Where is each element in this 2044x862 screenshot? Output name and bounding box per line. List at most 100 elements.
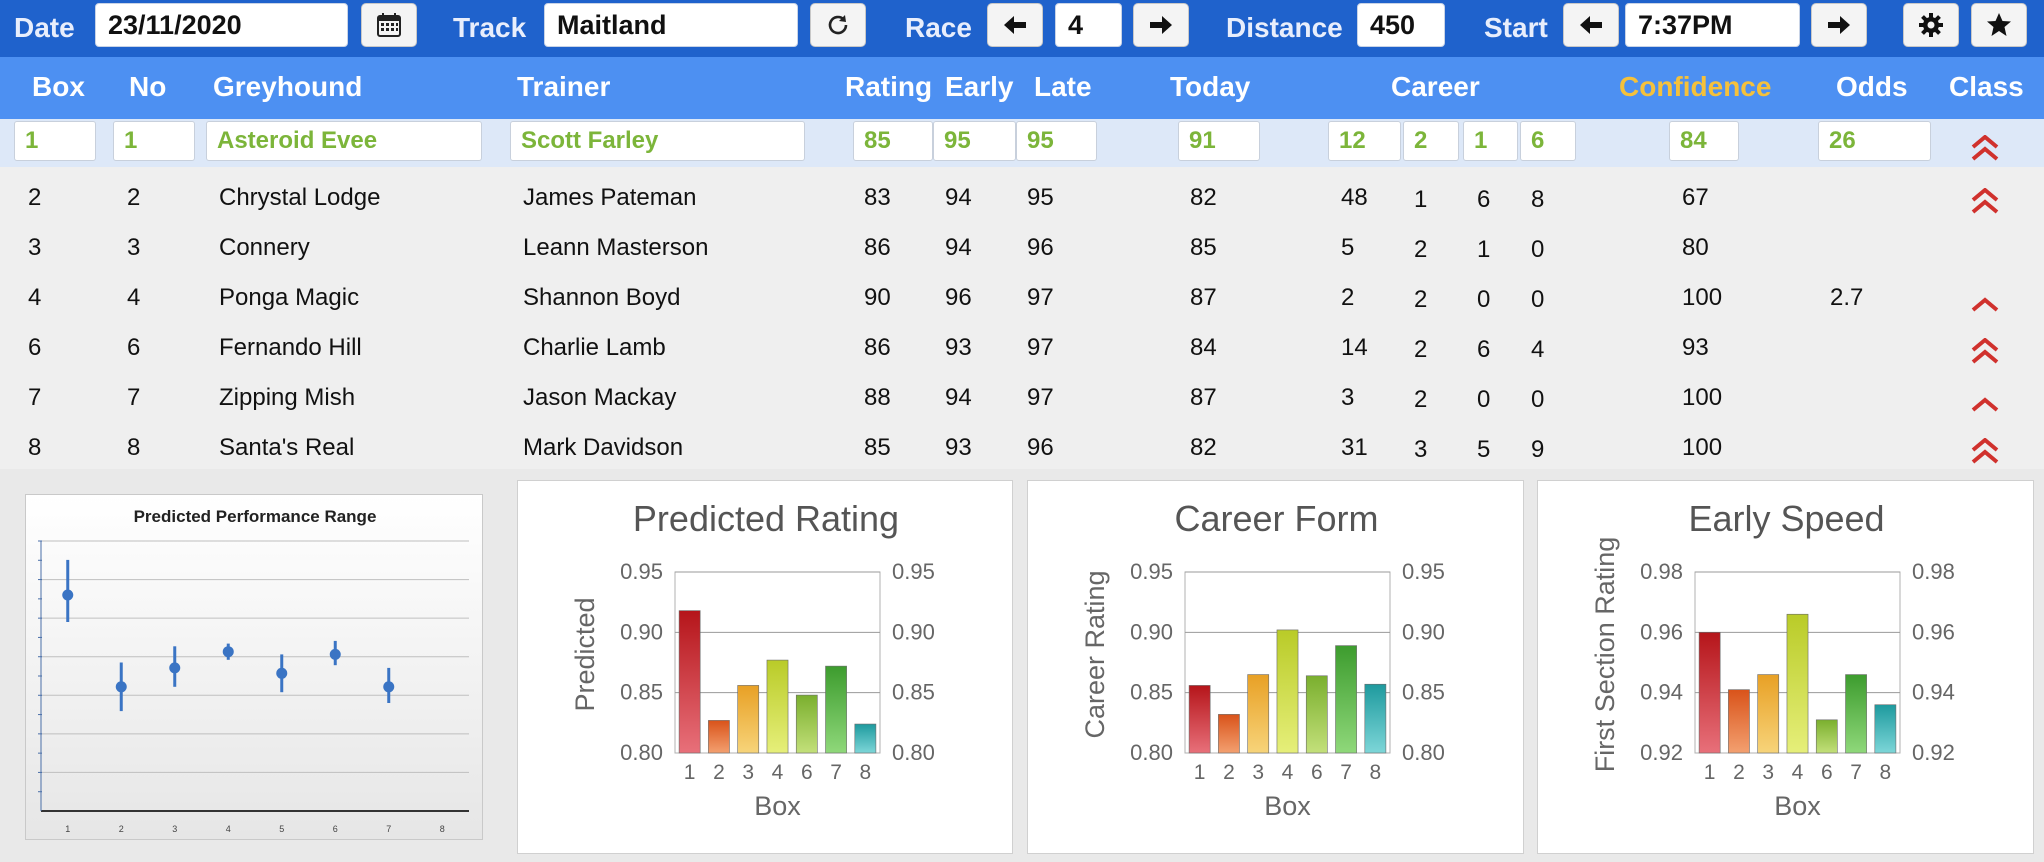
x-tick-label: 4 — [226, 824, 231, 834]
cell-early: 96 — [945, 284, 972, 311]
cell-box: 2 — [28, 184, 42, 211]
y-axis-label: First Section Rating — [1590, 537, 1620, 773]
y-axis-label: Predicted — [570, 597, 600, 711]
cell-rating: 83 — [864, 184, 891, 211]
cell-today: 82 — [1190, 184, 1217, 211]
track-field[interactable]: Maitland — [544, 3, 798, 47]
table-row[interactable]: 8 8 Santa's Real Mark Davidson 85 93 96 82 31 3 5 9… — [0, 422, 2044, 472]
cell-career-1: 3 — [1414, 436, 1428, 463]
x-tick-label: 4 — [1792, 761, 1804, 784]
start-next-button[interactable] — [1811, 3, 1867, 47]
col-confidence[interactable]: Confidence — [1619, 71, 1772, 102]
cell-career-2: 5 — [1477, 436, 1491, 463]
y2-tick-label: 0.90 — [1402, 619, 1445, 644]
cell-greyhound: Fernando Hill — [219, 334, 362, 361]
range-point — [169, 662, 181, 674]
cell-no: 6 — [127, 334, 141, 361]
distance-field[interactable]: 450 — [1357, 3, 1445, 47]
bar — [1335, 645, 1357, 754]
cell-no: 2 — [127, 184, 141, 211]
selected-late-field[interactable]: 95 — [1016, 121, 1097, 161]
col-rating[interactable]: Rating — [845, 71, 933, 102]
cell-no: 4 — [127, 284, 141, 311]
x-tick-label: 3 — [742, 761, 754, 784]
cell-confidence: 100 — [1682, 284, 1723, 311]
col-today[interactable]: Today — [1170, 71, 1251, 102]
selected-career-thirds-field[interactable]: 6 — [1520, 121, 1576, 161]
start-prev-button[interactable] — [1563, 3, 1619, 47]
bar — [708, 720, 730, 754]
selected-today-field[interactable]: 91 — [1178, 121, 1260, 161]
start-time-field[interactable]: 7:37PM — [1625, 3, 1800, 47]
race-prev-button[interactable] — [987, 3, 1043, 47]
selected-early-field[interactable]: 95 — [933, 121, 1016, 161]
col-late[interactable]: Late — [1034, 71, 1092, 102]
cell-trainer: Mark Davidson — [523, 434, 684, 461]
table-row[interactable]: 3 3 Connery Leann Masterson 86 94 96 85 5 2 1 0 80 — [0, 222, 2044, 272]
race-label: Race — [905, 12, 972, 43]
y2-tick-label: 0.80 — [1402, 740, 1445, 765]
y2-tick-label: 0.95 — [1402, 559, 1445, 584]
x-tick-label: 6 — [1821, 761, 1833, 784]
y-tick-label: 0.85 — [1130, 680, 1173, 705]
col-greyhound[interactable]: Greyhound — [213, 71, 363, 102]
selected-odds-field[interactable]: 26 — [1818, 121, 1931, 161]
col-early[interactable]: Early — [945, 71, 1014, 102]
y-tick-label: 0.90 — [620, 619, 663, 644]
selected-confidence-field[interactable]: 84 — [1669, 121, 1739, 161]
col-career[interactable]: Career — [1391, 71, 1480, 102]
refresh-button[interactable] — [810, 3, 866, 47]
x-axis-label: Box — [1774, 791, 1821, 821]
date-field[interactable]: 23/11/2020 — [95, 3, 348, 47]
range-point — [115, 681, 127, 693]
table-row[interactable]: 6 6 Fernando Hill Charlie Lamb 86 93 97 84 14 2 6 4… — [0, 322, 2044, 372]
selected-trainer-field[interactable]: Scott Farley — [510, 121, 805, 161]
col-box[interactable]: Box — [32, 71, 85, 102]
class-double-up-icon — [1971, 338, 1999, 364]
col-class[interactable]: Class — [1949, 71, 2024, 102]
refresh-icon — [828, 15, 848, 35]
cell-career-3: 8 — [1531, 186, 1545, 213]
col-odds[interactable]: Odds — [1836, 71, 1908, 102]
selected-career-wins-field[interactable]: 2 — [1403, 121, 1459, 161]
selected-career-seconds-field[interactable]: 1 — [1463, 121, 1518, 161]
table-row[interactable]: 4 4 Ponga Magic Shannon Boyd 90 96 97 87 2 2 0 0 100… — [0, 272, 2044, 322]
chart-title: Predicted Rating — [633, 498, 899, 539]
favorite-button[interactable] — [1971, 3, 2027, 47]
cell-early: 93 — [945, 334, 972, 361]
settings-button[interactable] — [1903, 3, 1959, 47]
x-tick-label: 8 — [860, 761, 872, 784]
class-single-up-icon — [1971, 297, 1999, 312]
selected-no-field[interactable]: 1 — [113, 121, 195, 161]
table-row[interactable]: 7 7 Zipping Mish Jason Mackay 88 94 97 87 3 2 0 0 10… — [0, 372, 2044, 422]
y-tick-label: 0.92 — [1640, 740, 1683, 765]
bar — [1845, 674, 1867, 754]
selected-rating-field[interactable]: 85 — [853, 121, 933, 161]
x-tick-label: 7 — [1850, 761, 1862, 784]
cell-confidence: 100 — [1682, 434, 1723, 461]
selected-career-starts-field[interactable]: 12 — [1328, 121, 1401, 161]
bar — [1247, 674, 1270, 754]
cell-greyhound: Ponga Magic — [219, 284, 360, 311]
cell-today: 85 — [1190, 234, 1217, 261]
cell-trainer: Charlie Lamb — [523, 334, 666, 361]
y2-tick-label: 0.96 — [1912, 619, 1955, 644]
calendar-button[interactable] — [361, 3, 417, 47]
selected-greyhound-field[interactable]: Asteroid Evee — [206, 121, 482, 161]
cell-late: 95 — [1027, 184, 1054, 211]
arrow-left-icon — [1580, 16, 1602, 34]
x-tick-label: 1 — [65, 824, 70, 834]
table-header: Box No Greyhound Trainer Rating Early La… — [0, 57, 2044, 119]
selected-table-row[interactable]: 1 1 Asteroid Evee Scott Farley 85 95 95 … — [0, 119, 2044, 167]
race-field[interactable]: 4 — [1055, 3, 1122, 47]
selected-box-field[interactable]: 1 — [14, 121, 96, 161]
col-trainer[interactable]: Trainer — [517, 71, 611, 102]
cell-rating: 90 — [864, 284, 891, 311]
table-row[interactable]: 2 2 Chrystal Lodge James Pateman 83 94 95 82 48 1… — [0, 172, 2044, 222]
col-no[interactable]: No — [129, 71, 167, 102]
range-point — [222, 646, 234, 658]
cell-box: 4 — [28, 284, 42, 311]
race-next-button[interactable] — [1133, 3, 1189, 47]
cell-early: 94 — [945, 234, 972, 261]
cell-career-2: 6 — [1477, 336, 1491, 363]
